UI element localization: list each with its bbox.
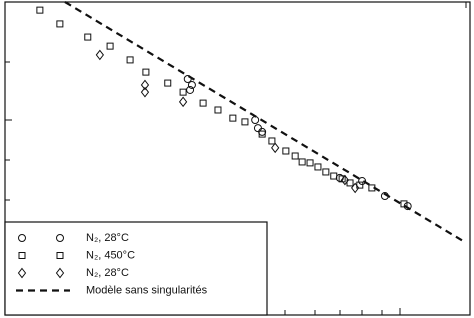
model-line [64,1,466,244]
point [306,159,314,167]
legend-box [4,221,268,316]
point [179,88,187,96]
point [271,142,280,154]
legend-label: N₂, 450°C [86,249,135,261]
point [84,33,92,41]
point [358,177,367,186]
point [178,96,188,108]
legend-symbol [18,252,26,259]
point [241,118,249,126]
point [142,68,150,76]
point [268,137,276,145]
legend-symbol [56,234,64,242]
point [258,130,266,138]
point [214,106,222,114]
point [258,127,267,136]
point [199,99,207,107]
legend-symbol [17,267,27,279]
point [164,79,172,87]
point [56,20,64,28]
legend-label: Modèle sans singularités [86,284,208,296]
legend-symbol [55,267,65,279]
legend-label: N₂, 28°C [86,232,129,244]
point [36,6,44,14]
point [140,86,150,98]
point [340,174,350,186]
point [126,56,134,64]
point [346,179,354,187]
legend-symbol [56,252,64,259]
legend-label: N₂, 28°C [86,267,129,279]
point [282,147,290,155]
point [351,182,360,194]
point [338,175,346,183]
point [95,49,104,61]
point [106,42,114,50]
point [330,172,338,180]
point [140,79,150,91]
point [314,163,322,171]
point [298,158,306,166]
point [291,152,299,160]
point [187,80,196,89]
point [403,202,412,211]
point [229,114,237,122]
legend-symbol [18,234,26,242]
point [322,168,330,176]
point [400,200,408,208]
point [251,116,260,125]
